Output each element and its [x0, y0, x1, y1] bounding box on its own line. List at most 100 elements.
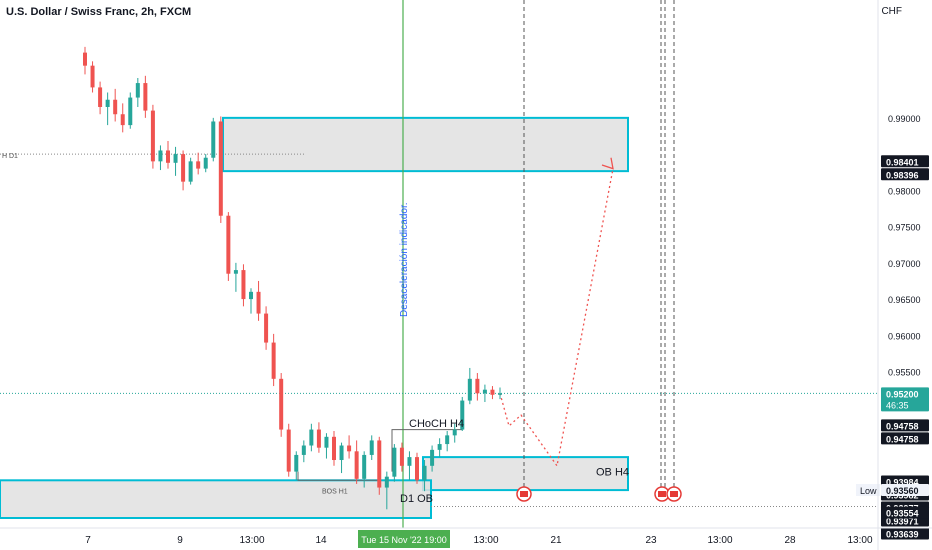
candle-body	[211, 121, 216, 158]
candle-body	[437, 444, 442, 450]
candle-body	[384, 476, 389, 488]
price-tag	[881, 387, 929, 412]
candle-body	[120, 114, 125, 126]
y-tick-label: 0.95500	[888, 368, 921, 378]
price-tag-label: 0.93971	[886, 516, 919, 526]
price-tag-label: 0.93984	[886, 477, 919, 487]
price-tag	[881, 527, 929, 540]
price-tag-label: 0.93554	[886, 509, 919, 519]
candle-body	[445, 435, 450, 445]
candle-body	[90, 65, 95, 88]
candle-body	[460, 400, 465, 430]
price-tag-label: 0.93639	[886, 529, 919, 539]
candle-body	[128, 97, 133, 126]
low-prefix-bg	[856, 484, 880, 496]
projection-arrowhead	[601, 157, 614, 170]
candle-body	[452, 429, 457, 436]
y-tick-label: 0.98000	[888, 186, 921, 196]
candle-body	[188, 161, 193, 182]
choch-h4-line	[391, 429, 462, 472]
annotations-layer: H D1 CHoCH H4 BOS H1 OB H4 D1 OB Desaceleraci…	[2, 153, 682, 505]
candle-body	[113, 99, 118, 115]
projection-path	[499, 168, 614, 468]
candle-body	[309, 429, 314, 446]
lines-layer	[0, 0, 878, 528]
candle-body	[196, 161, 201, 169]
low-prefix: Low	[860, 486, 877, 496]
candle-body	[256, 291, 261, 314]
y-tick-label: 0.96000	[888, 331, 921, 341]
candle-body	[83, 52, 87, 66]
zone-d1-ob	[0, 479, 432, 519]
price-tag-label: 0.93560	[886, 486, 919, 496]
candle-body	[316, 429, 321, 448]
candle-body	[181, 154, 186, 182]
candle-body	[294, 454, 299, 472]
event-flag-icon-inner	[658, 491, 666, 497]
candle-body	[475, 378, 480, 394]
candle-body	[415, 457, 419, 481]
price-tag-label: 0.94758	[886, 434, 919, 444]
x-tick-label: 13:00	[473, 535, 498, 546]
x-tick-label: 14	[315, 535, 327, 546]
candle-body	[135, 83, 140, 98]
annotation-label: OB H4	[596, 467, 629, 479]
annotation-label: H D1	[2, 153, 18, 160]
price-tag	[881, 155, 929, 168]
annotation-label: D1 OB	[400, 493, 433, 505]
candle-body	[241, 270, 246, 300]
candle-body	[467, 378, 472, 401]
annotation-label: BOS H1	[322, 488, 348, 495]
y-tick-label: 0.97000	[888, 259, 921, 269]
x-tick-label: 23	[645, 535, 657, 546]
price-tag	[881, 432, 929, 445]
candle-body	[347, 445, 352, 452]
candle-body	[407, 457, 412, 466]
x-tick-label: 13:00	[707, 535, 732, 546]
candle-body	[422, 465, 427, 481]
y-tick-label: 0.99000	[888, 114, 921, 124]
candle-body	[249, 291, 253, 300]
price-tag-label: 0.95200	[886, 389, 919, 399]
event-flag-icon-inner	[520, 491, 528, 497]
x-tick-label: 13:00	[239, 535, 264, 546]
candle-body	[377, 440, 382, 488]
candle-body	[233, 270, 238, 274]
chart-title: U.S. Dollar / Swiss Franc, 2h, FXCM	[6, 6, 192, 18]
candle-body	[98, 87, 103, 107]
price-tag	[881, 484, 929, 496]
price-tag-label: 0.94758	[886, 421, 919, 431]
candle-body	[369, 440, 374, 455]
bos-h1-line	[297, 471, 380, 481]
candles-layer	[83, 46, 502, 510]
candle-body	[482, 389, 487, 394]
candle-body	[286, 429, 291, 472]
candle-body	[264, 313, 269, 343]
x-tick-highlight	[358, 530, 450, 548]
candle-body	[498, 393, 502, 395]
candle-body	[362, 454, 367, 479]
event-flag-icon-inner	[670, 491, 678, 497]
x-tick-label: 9	[177, 535, 183, 546]
annotation-vertical-label: Desaceleración indicador.	[399, 202, 410, 317]
candle-body	[279, 378, 284, 430]
currency-label: CHF	[881, 6, 902, 17]
price-tag-label: 0.98396	[886, 170, 919, 180]
candle-body	[218, 121, 223, 216]
zones-layer	[0, 116, 629, 519]
annotation-label: CHoCH H4	[409, 418, 464, 430]
candle-body	[143, 83, 148, 111]
candle-body	[173, 154, 178, 163]
candle-body	[490, 389, 495, 395]
x-tick-label: 21	[550, 535, 562, 546]
candle-body	[339, 445, 344, 461]
x-tick-label: Tue 15 Nov '22 19:00	[361, 535, 446, 545]
candle-body	[105, 99, 110, 107]
price-tag-label: 0.98401	[886, 157, 919, 167]
candle-body	[301, 445, 306, 455]
y-tick-label: 0.97500	[888, 223, 921, 233]
candle-body	[226, 215, 231, 274]
x-tick-label: 28	[784, 535, 796, 546]
